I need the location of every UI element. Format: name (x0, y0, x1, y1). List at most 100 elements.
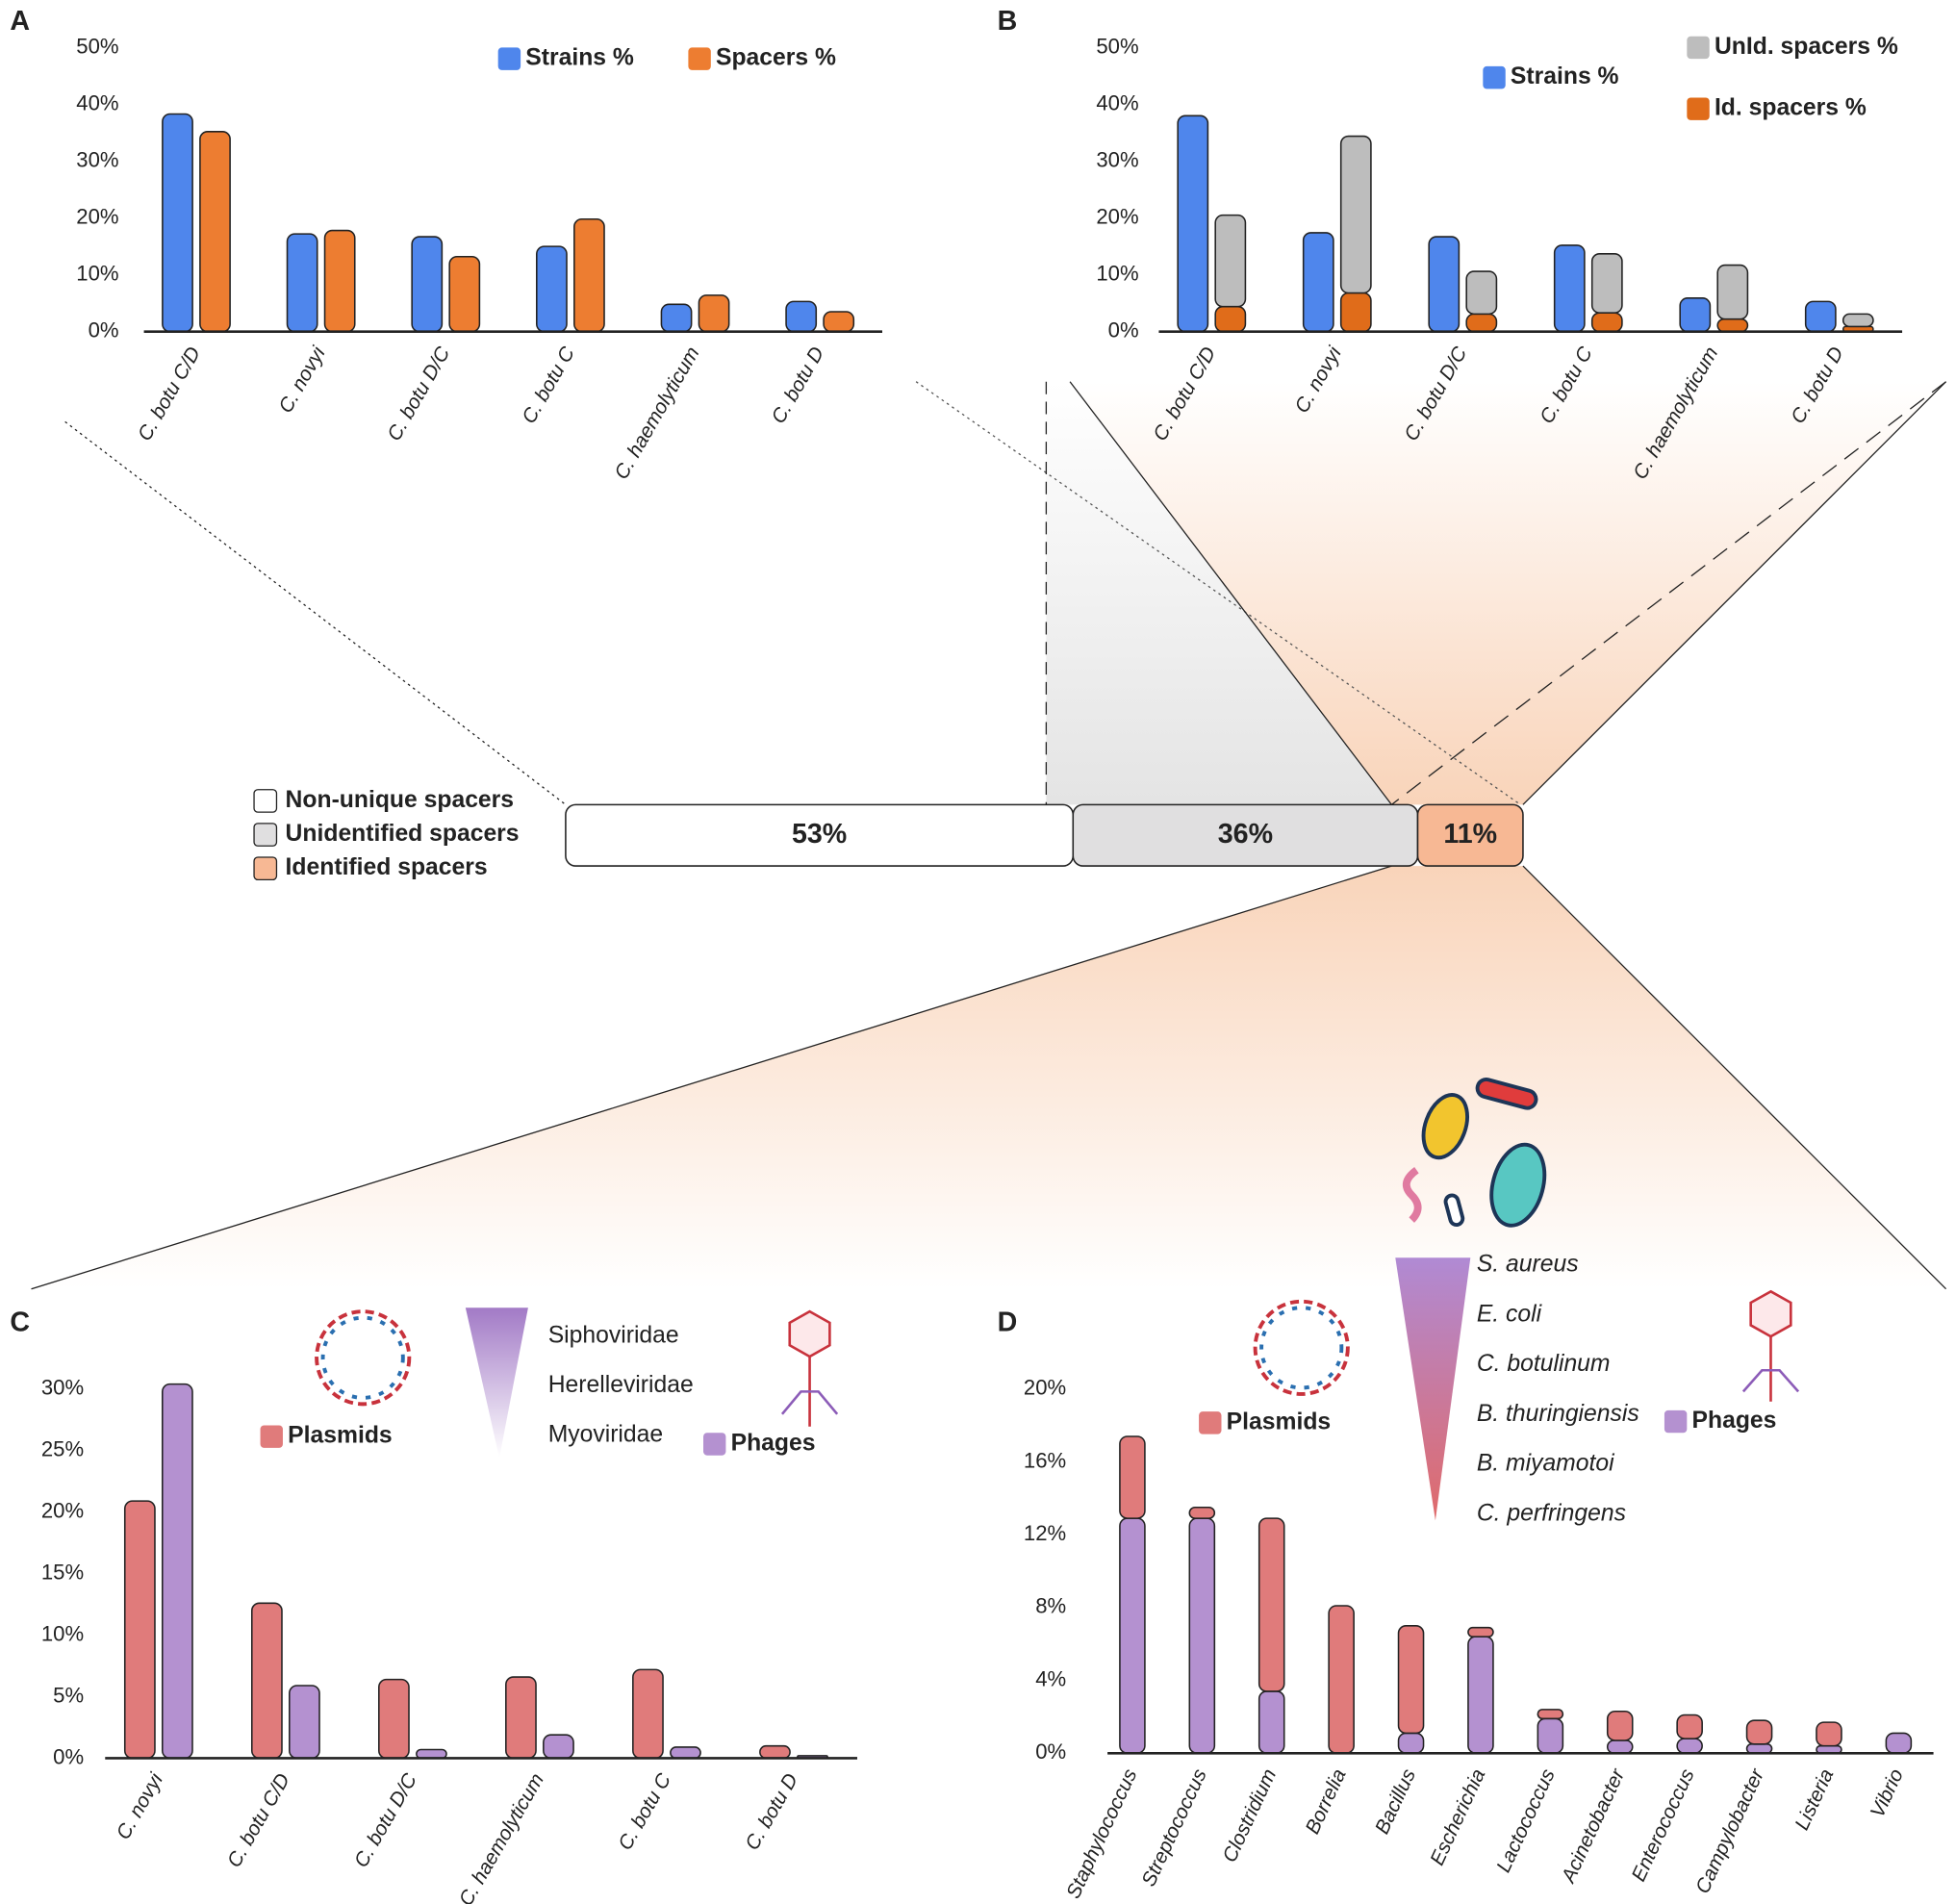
legend-label: UnId. spacers % (1715, 34, 1898, 60)
y-tick-label: 30% (1096, 147, 1138, 171)
bacteria-icon (1402, 1078, 1547, 1228)
bar (411, 236, 444, 333)
bar (1745, 1719, 1773, 1745)
zoom-shade (31, 866, 1946, 1289)
x-tick-label: Clostridium (1218, 1765, 1281, 1866)
y-tick-label: 40% (76, 90, 118, 114)
y-tick-label: 10% (41, 1621, 84, 1645)
legend-label: Non-unique spacers (286, 787, 514, 813)
x-tick-label: Borrelia (1302, 1765, 1351, 1838)
bar (286, 233, 318, 333)
legend-label: Plasmids (288, 1423, 392, 1449)
x-tick-label: C. botu C (518, 343, 579, 427)
list-item: C. perfringens (1477, 1500, 1626, 1526)
value-label: 11% (1443, 819, 1497, 850)
legend-label: Unidentified spacers (286, 821, 520, 847)
y-tick-label: 10% (1096, 261, 1138, 285)
y-tick-label: 5% (53, 1683, 84, 1707)
bar (1465, 313, 1498, 333)
bar (660, 303, 693, 333)
bar (823, 311, 855, 333)
connector (1522, 381, 1947, 805)
legend-swatch (1664, 1409, 1688, 1434)
bar (1679, 297, 1712, 333)
legend-swatch (702, 1433, 726, 1456)
panel-label: D (998, 1307, 1018, 1338)
legend-label: Phages (1692, 1408, 1777, 1434)
bar (1397, 1732, 1425, 1755)
bar (1676, 1714, 1703, 1739)
list-item: Herelleviridae (548, 1372, 694, 1398)
legend-swatch (1483, 65, 1506, 89)
bar (1885, 1732, 1913, 1755)
bar (1804, 300, 1837, 333)
y-tick-label: 0% (53, 1744, 84, 1768)
x-tick-label: Vibrio (1867, 1765, 1908, 1821)
y-tick-label: 8% (1035, 1594, 1066, 1618)
legend-swatch (1687, 97, 1710, 120)
y-tick-label: 20% (76, 204, 118, 228)
x-tick-label: Listeria (1791, 1765, 1838, 1833)
y-tick-label: 12% (1024, 1521, 1066, 1545)
y-tick-label: 16% (1024, 1448, 1066, 1472)
x-tick-label: C. botu D/C (383, 343, 455, 444)
bar (1119, 1435, 1146, 1519)
list-item: Myoviridae (548, 1421, 663, 1447)
legend-swatch (253, 856, 278, 881)
bar (1606, 1739, 1634, 1755)
bar (1553, 244, 1586, 333)
list-item: E. coli (1477, 1301, 1543, 1327)
legend-label: Spacers % (716, 45, 836, 71)
bar (1302, 232, 1334, 333)
x-tick-label: C. botu D (741, 1769, 802, 1854)
bar (1816, 1721, 1842, 1747)
x-tick-label: C. novyi (274, 342, 330, 417)
legend-swatch (497, 47, 521, 70)
legend-swatch (260, 1425, 283, 1448)
bar (698, 294, 730, 333)
bar (161, 1383, 193, 1760)
bar (1328, 1605, 1355, 1755)
bar (1397, 1625, 1425, 1735)
plasmid-icon (1259, 1306, 1344, 1390)
legend-label: Plasmids (1227, 1409, 1331, 1434)
legend-swatch (1199, 1411, 1222, 1434)
bar (199, 131, 231, 333)
bar (1606, 1710, 1634, 1741)
bar (289, 1685, 320, 1760)
x-tick-label: C. haemolyticum (455, 1769, 548, 1904)
y-tick-label: 15% (41, 1560, 84, 1584)
y-tick-label: 40% (1096, 90, 1138, 114)
list-item: C. botulinum (1477, 1351, 1611, 1377)
x-tick-label: Lactococcus (1492, 1765, 1560, 1875)
bar (1428, 236, 1461, 333)
bar (573, 217, 605, 333)
connectors (31, 381, 1947, 1290)
legend-label: Phages (731, 1431, 816, 1457)
bar (536, 245, 568, 333)
bar (1745, 1743, 1773, 1755)
bar (1467, 1626, 1494, 1637)
bar (670, 1746, 701, 1760)
plasmid-icon (1253, 1299, 1350, 1396)
x-tick-label: C. botu C/D (223, 1769, 294, 1871)
list-item: Siphoviridae (548, 1323, 679, 1349)
y-tick-label: 30% (41, 1376, 84, 1400)
y-tick-label: 0% (1108, 318, 1139, 343)
x-tick-label: C. novyi (112, 1768, 167, 1843)
bar (123, 1500, 156, 1760)
zoom-shade (1070, 381, 1946, 805)
y-tick-label: 20% (41, 1499, 84, 1523)
panel-label: C (10, 1307, 30, 1338)
bar (1716, 317, 1749, 333)
y-tick-label: 0% (1035, 1739, 1066, 1764)
legend-swatch (253, 789, 278, 813)
x-tick-label: Enterococcus (1628, 1765, 1699, 1885)
value-label: 36% (1218, 819, 1273, 850)
legend-label: Id. spacers % (1715, 95, 1867, 121)
bar (1339, 135, 1372, 294)
bar (1177, 114, 1209, 333)
value-label: 53% (792, 819, 847, 850)
bar (1214, 214, 1247, 308)
